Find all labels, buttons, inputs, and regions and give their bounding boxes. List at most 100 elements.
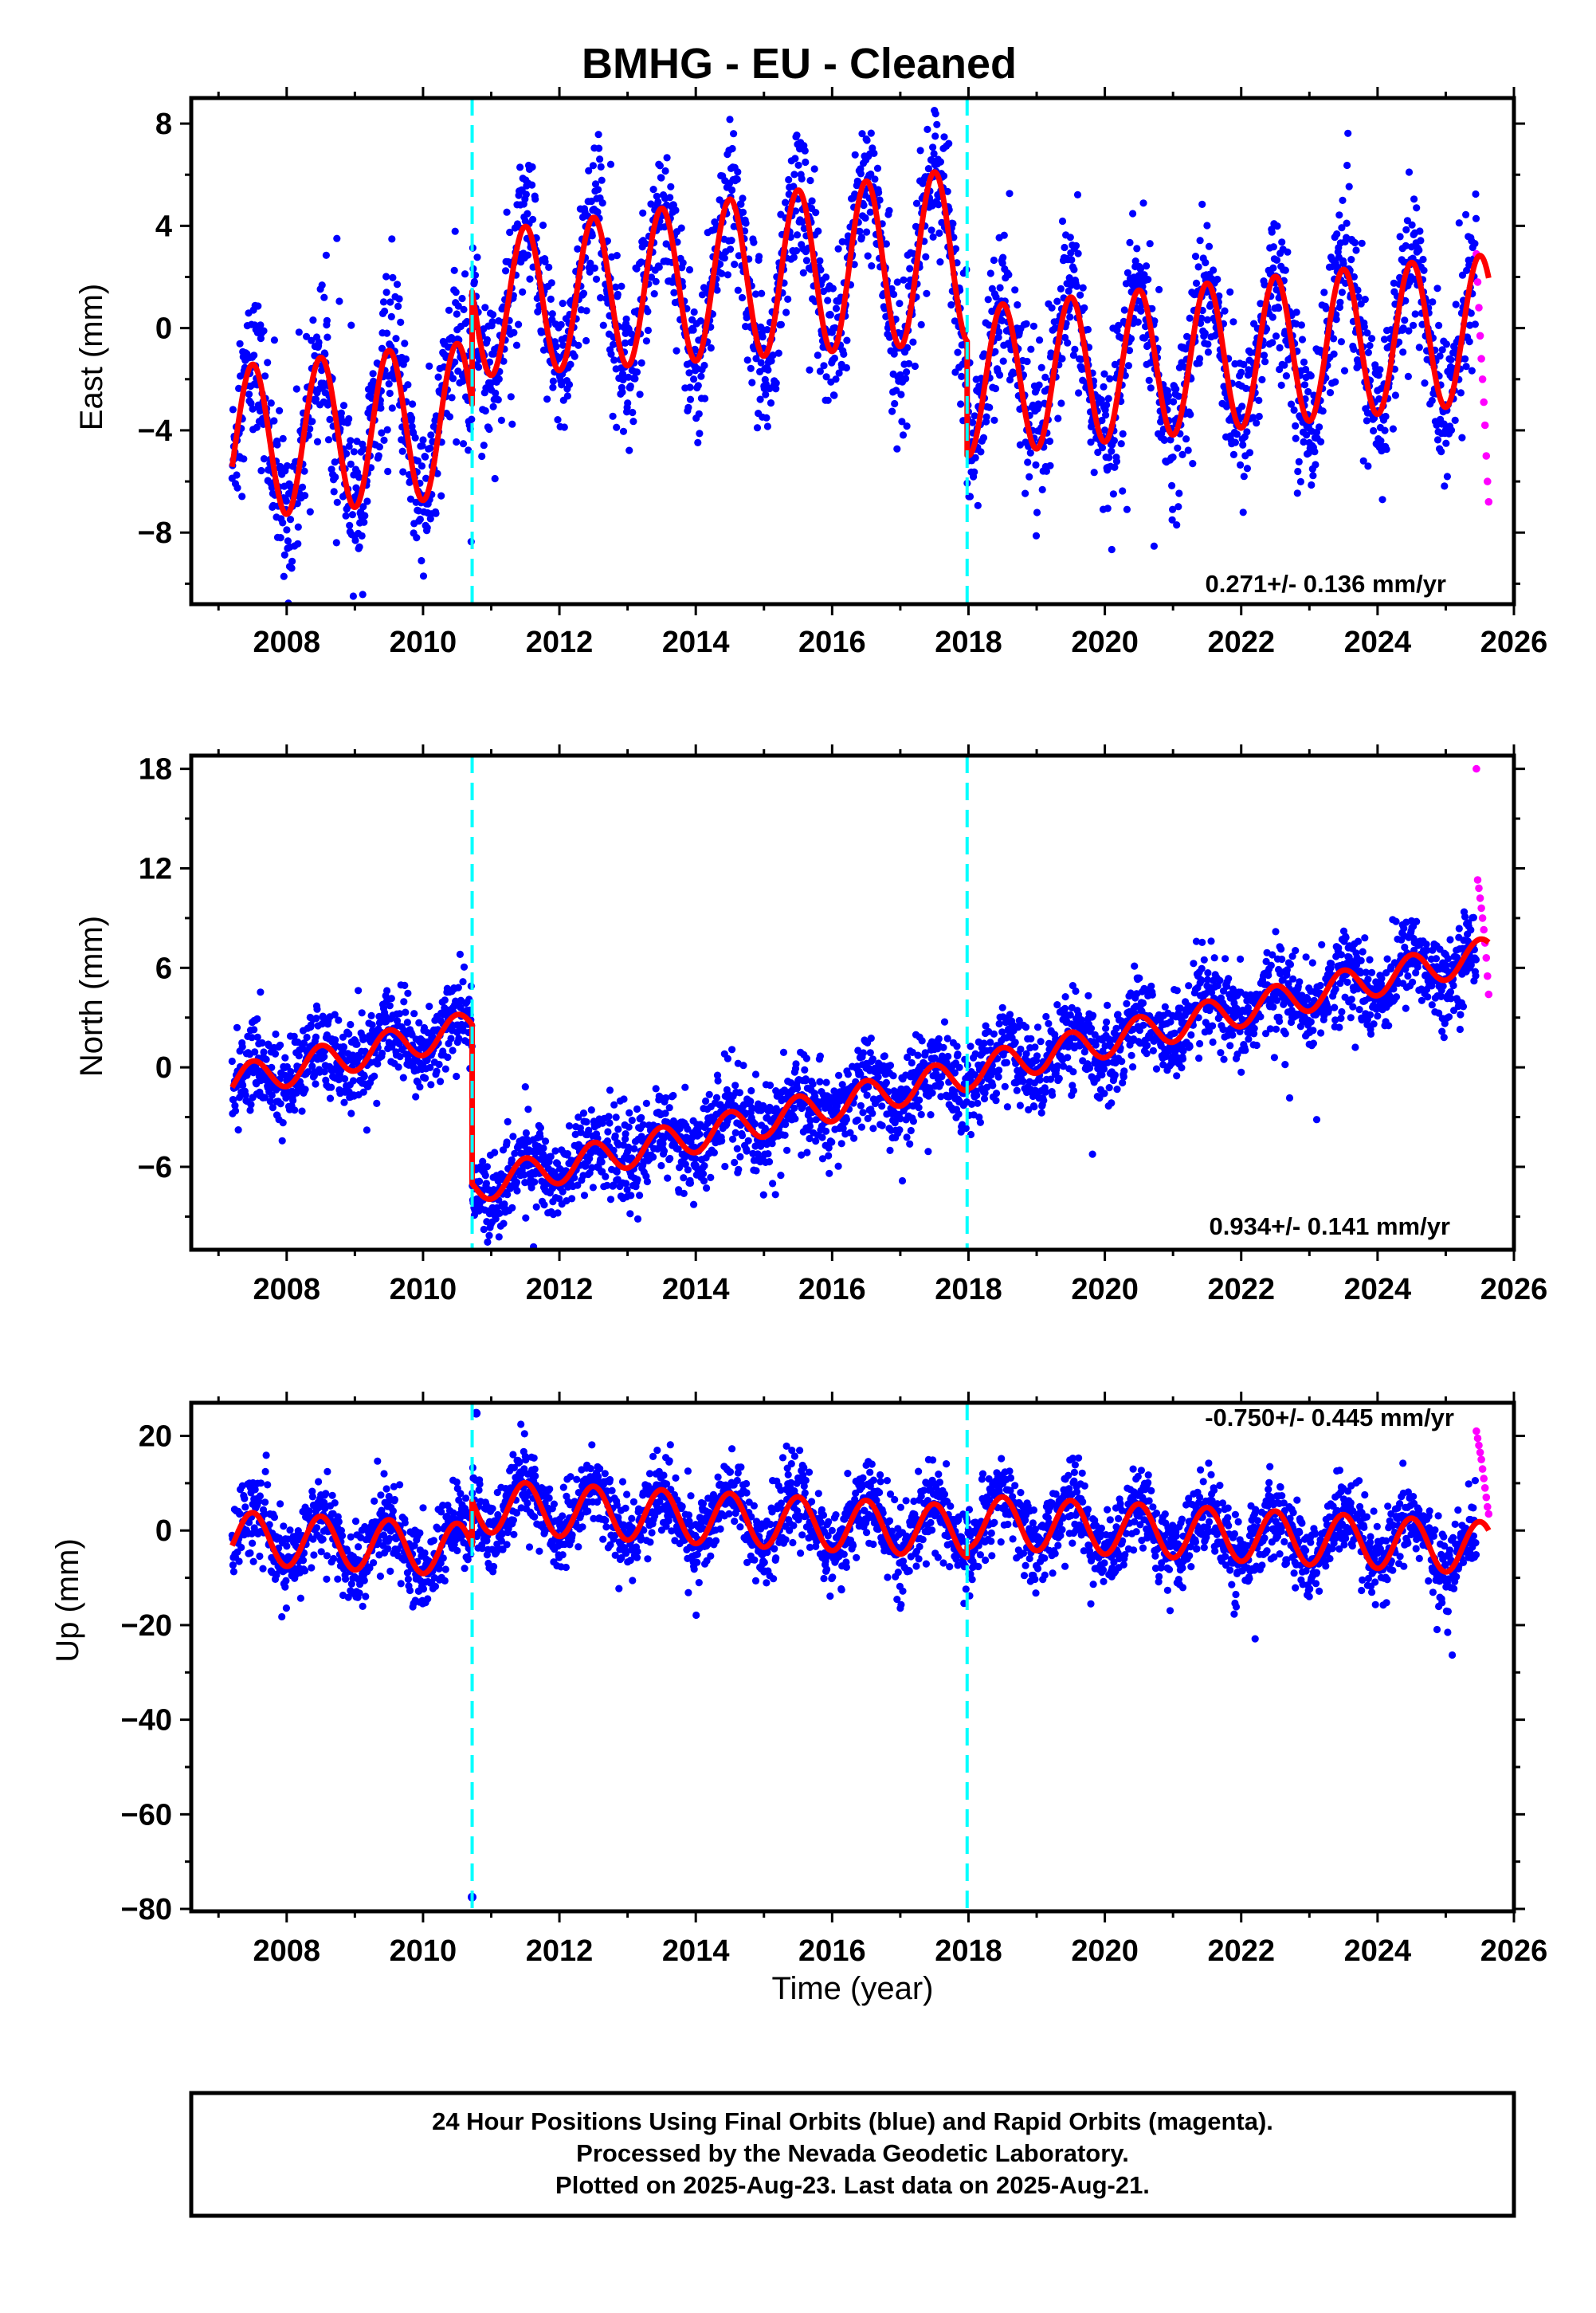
north-final-point: [554, 1209, 562, 1217]
east-final-point: [1124, 362, 1132, 370]
east-final-point: [653, 192, 661, 200]
north-final-point: [630, 1145, 638, 1153]
east-final-point: [1376, 366, 1384, 374]
east-final-point: [891, 399, 899, 408]
east-final-point: [1447, 355, 1455, 363]
east-points: [228, 107, 1493, 604]
north-final-point: [349, 1077, 357, 1085]
north-final-point: [699, 1170, 708, 1178]
north-final-point: [692, 1155, 700, 1163]
east-final-point: [549, 377, 558, 385]
north-final-point: [504, 1191, 512, 1199]
east-final-point: [1261, 281, 1269, 289]
north-final-point: [751, 1070, 760, 1078]
east-final-point: [374, 452, 382, 460]
east-final-point: [943, 187, 951, 195]
east-final-point: [1221, 307, 1229, 315]
east-ytick-label: 8: [155, 108, 172, 141]
north-final-point: [620, 1095, 628, 1103]
north-final-point: [863, 1091, 871, 1099]
north-final-point: [612, 1113, 620, 1121]
north-final-point: [765, 1158, 774, 1166]
east-final-point: [1293, 489, 1301, 497]
east-final-point: [1041, 373, 1049, 381]
north-final-point: [355, 987, 363, 995]
east-final-point: [411, 434, 419, 442]
east-final-point: [406, 495, 415, 503]
north-final-point: [867, 1035, 875, 1043]
east-final-point: [1098, 444, 1107, 452]
east-final-point: [594, 131, 602, 139]
east-final-point: [1215, 292, 1223, 300]
east-final-point: [1117, 440, 1125, 448]
east-final-point: [851, 151, 859, 159]
east-final-point: [1457, 389, 1465, 397]
north-final-point: [627, 1192, 635, 1200]
east-final-point: [893, 278, 901, 286]
east-final-point: [324, 333, 331, 341]
east-final-point: [657, 174, 665, 182]
east-xtick-label: 2022: [1207, 626, 1275, 659]
east-final-point: [1111, 463, 1119, 471]
east-final-point: [378, 429, 386, 437]
east-panel: East (mm) 0.271+/- 0.136 mm/yr 2008 2010 2…: [74, 87, 1547, 659]
east-final-point: [1461, 355, 1469, 363]
east-final-point: [1370, 426, 1378, 435]
east-final-point: [1110, 437, 1118, 445]
east-final-point: [1010, 369, 1018, 377]
east-final-point: [1471, 320, 1479, 328]
east-final-point: [1261, 358, 1269, 366]
east-final-point: [539, 222, 547, 230]
east-final-point: [1451, 416, 1459, 425]
north-final-point: [869, 1109, 876, 1117]
east-final-point: [737, 200, 745, 208]
north-final-point: [665, 1104, 673, 1112]
east-final-point: [332, 539, 340, 547]
east-final-point: [1084, 325, 1092, 334]
north-final-point: [818, 1133, 826, 1141]
east-final-point: [1462, 363, 1470, 371]
north-final-point: [962, 1125, 970, 1133]
east-final-point: [610, 356, 618, 364]
north-final-point: [598, 1158, 606, 1166]
north-final-point: [331, 1011, 339, 1019]
east-final-point: [1125, 347, 1134, 355]
north-final-point: [358, 1009, 366, 1017]
east-final-point: [607, 350, 615, 358]
east-final-point: [260, 455, 269, 463]
north-final-point: [300, 1039, 308, 1047]
north-final-point: [954, 1050, 962, 1058]
east-final-point: [337, 409, 345, 417]
east-final-point: [1320, 289, 1328, 296]
east-final-point: [489, 403, 497, 410]
north-final-point: [347, 1020, 355, 1029]
north-final-point: [444, 1053, 452, 1062]
east-final-point: [1119, 487, 1127, 495]
east-rapid-point: [1477, 355, 1485, 363]
east-final-point: [876, 196, 884, 204]
east-final-point: [1169, 505, 1177, 513]
east-final-point: [531, 195, 539, 203]
east-final-point: [644, 308, 652, 316]
east-final-point: [1070, 265, 1078, 273]
east-final-point: [558, 381, 566, 389]
east-final-point: [254, 302, 262, 310]
east-final-point: [1204, 340, 1212, 348]
north-final-point: [850, 1134, 858, 1142]
east-final-point: [565, 380, 574, 389]
east-final-point: [541, 257, 549, 265]
east-xtick-label: 2008: [253, 626, 321, 659]
east-xtick-label: 2010: [390, 626, 457, 659]
east-final-point: [756, 395, 764, 403]
east-final-point: [1064, 339, 1072, 347]
north-final-point: [402, 1008, 410, 1016]
east-final-point: [516, 163, 524, 171]
east-final-point: [633, 368, 641, 376]
north-final-point: [791, 1115, 799, 1123]
east-final-point: [1433, 436, 1442, 444]
north-final-point: [713, 1071, 722, 1079]
north-final-point: [456, 950, 465, 958]
east-final-point: [1351, 238, 1359, 247]
east-final-point: [618, 282, 625, 290]
north-final-point: [614, 1125, 622, 1133]
